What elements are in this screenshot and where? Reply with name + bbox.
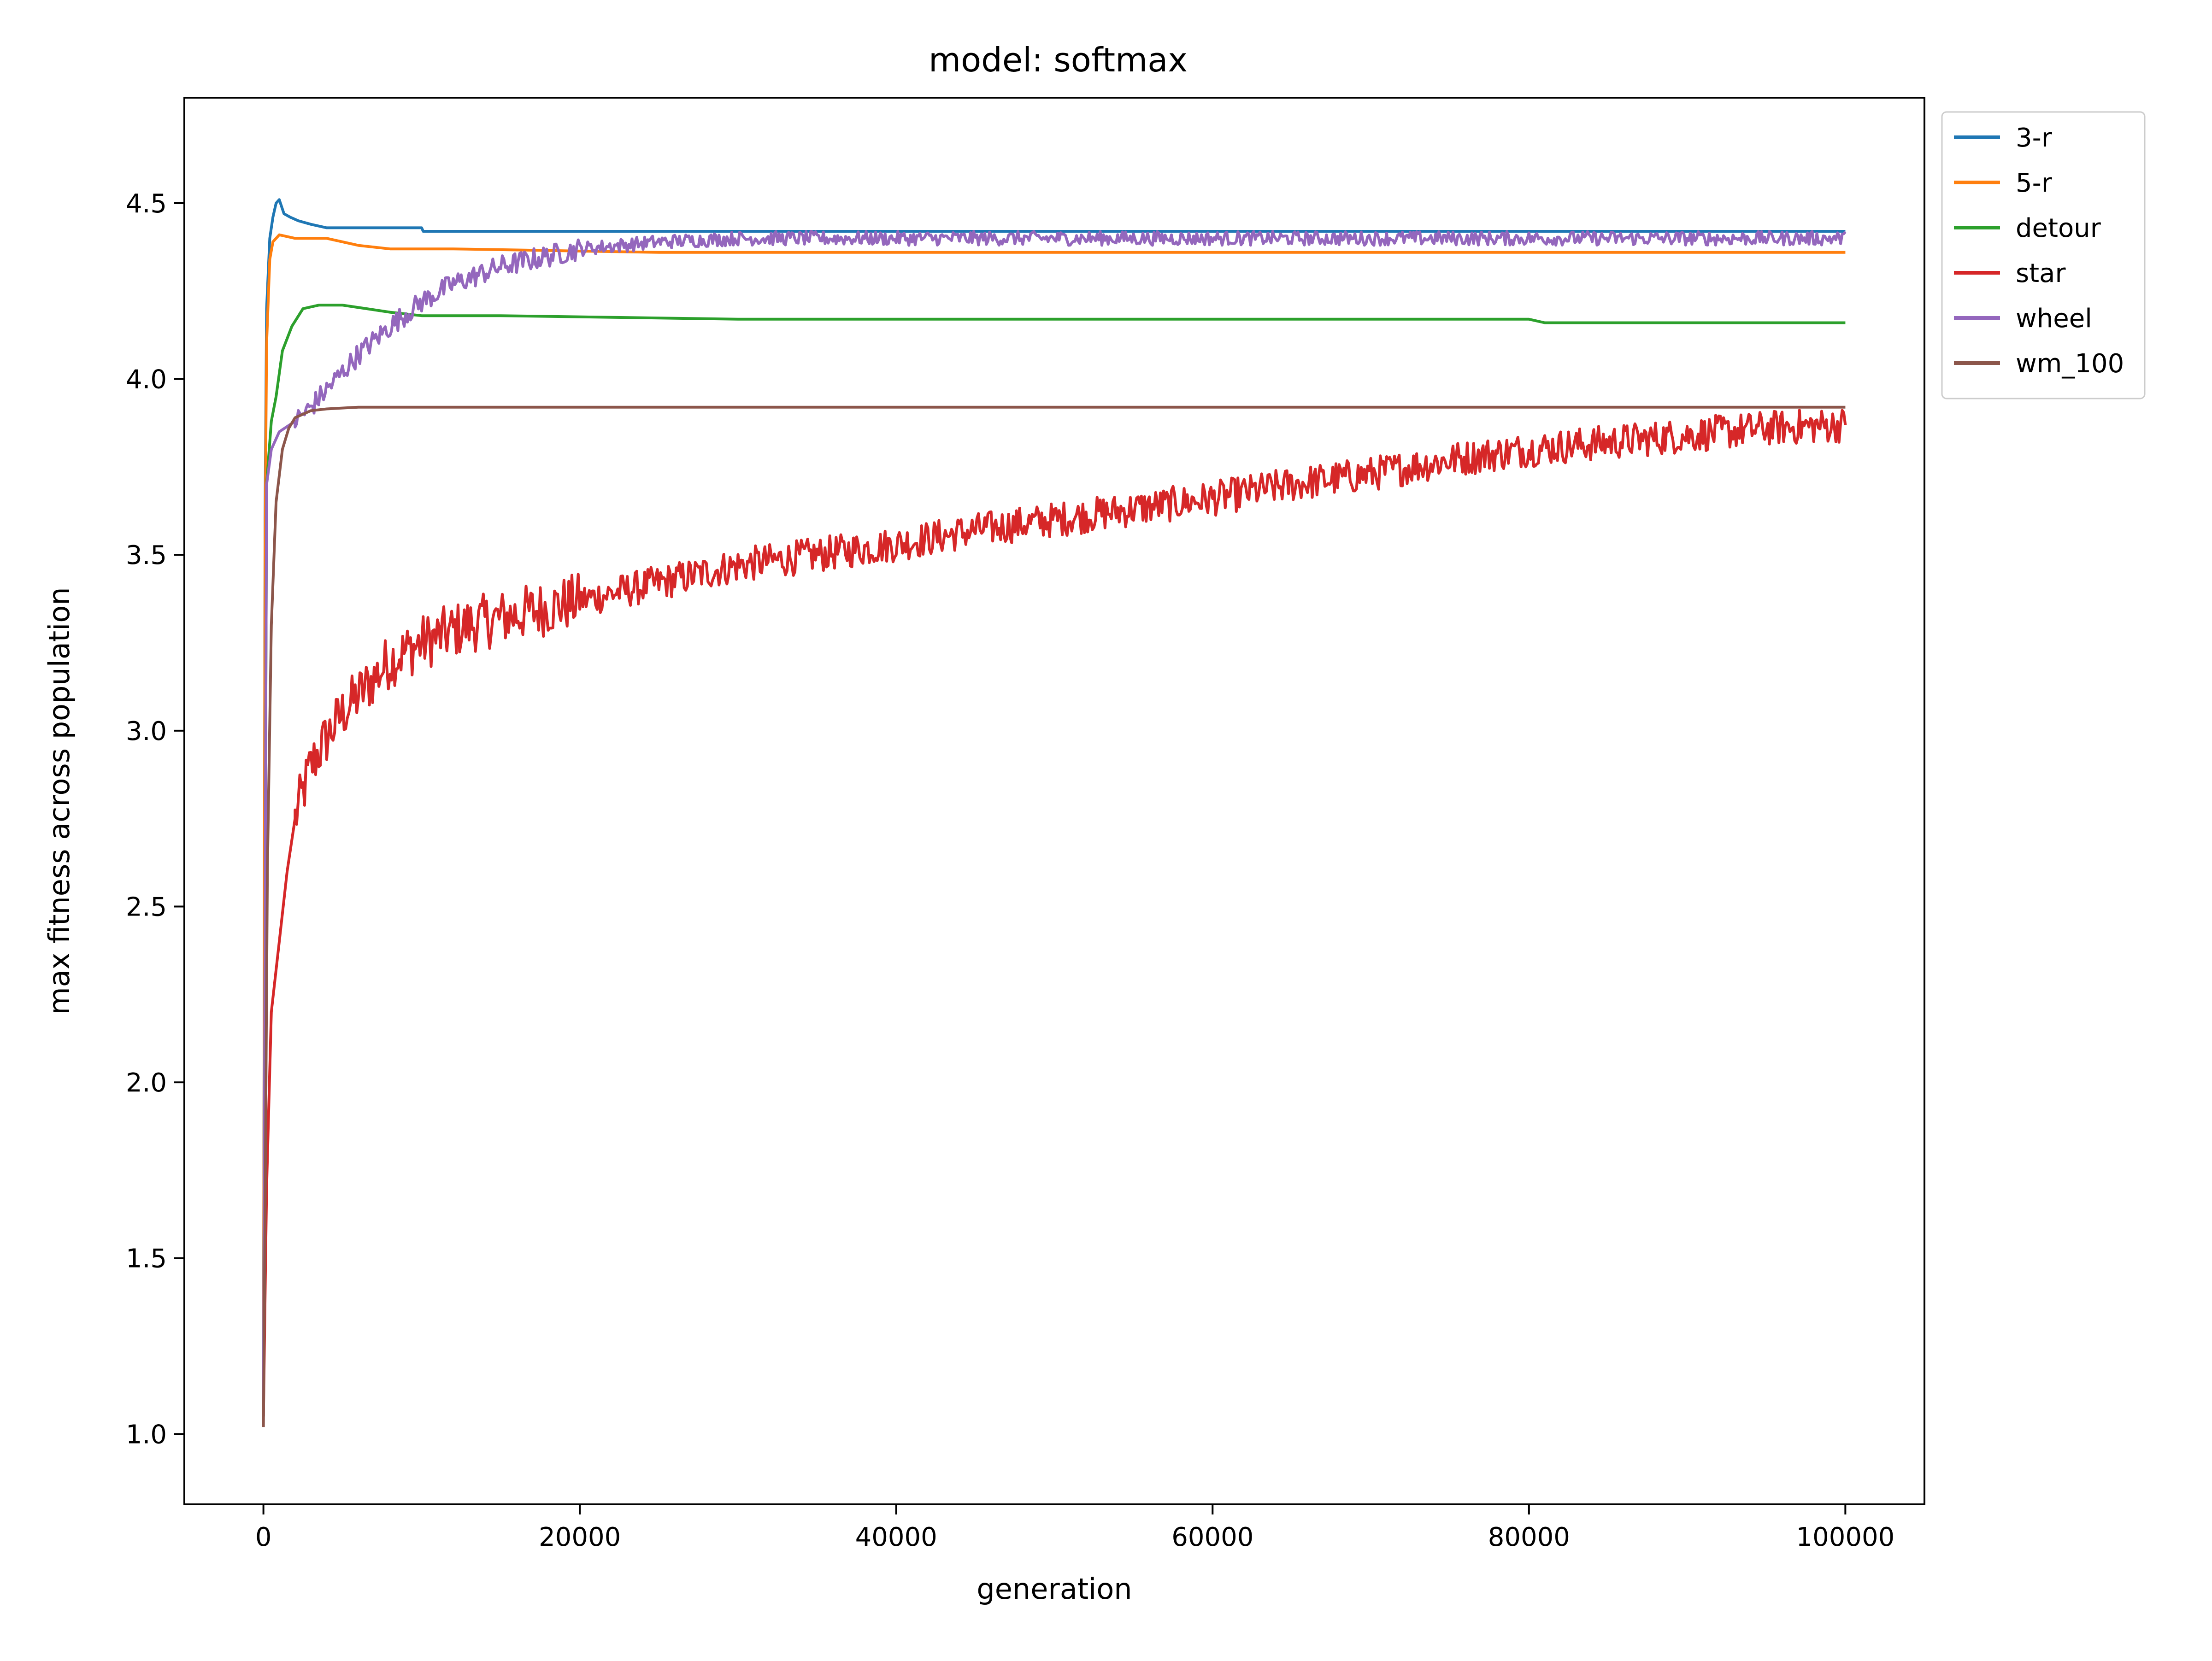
legend-label: star	[2016, 258, 2066, 288]
legend-item[interactable]: wm_100	[1954, 349, 2124, 379]
legend-label: 5-r	[2016, 168, 2053, 198]
legend-label: detour	[2016, 213, 2101, 243]
series-line-5-r	[262, 233, 1846, 1417]
y-tick-label: 1.5	[126, 1244, 167, 1274]
legend-label: wheel	[2016, 304, 2092, 334]
x-tick-label: 0	[255, 1522, 272, 1552]
plot-frame	[183, 97, 1925, 1505]
legend-label: wm_100	[2016, 349, 2124, 379]
x-tick-label: 20000	[539, 1522, 621, 1552]
legend-item[interactable]: 3-r	[1954, 123, 2053, 153]
y-tick-label: 4.5	[126, 189, 167, 219]
y-tick-label: 1.0	[126, 1420, 167, 1450]
y-tick-label: 2.0	[126, 1068, 167, 1098]
legend-item[interactable]: wheel	[1954, 304, 2092, 334]
y-axis: 1.0 1.5 2.0 2.5 3.0 3.5 4.0 4.5	[126, 189, 184, 1450]
x-tick-label: 80000	[1488, 1522, 1570, 1552]
series-line-star	[262, 409, 1847, 1417]
series-line-wheel	[262, 230, 1847, 1417]
x-tick-label: 60000	[1171, 1522, 1253, 1552]
series-layer	[262, 198, 1847, 1427]
series-line-detour	[262, 304, 1846, 1417]
x-axis: 0 20000 40000 60000 80000 100000	[255, 1504, 1894, 1552]
x-tick-label: 40000	[855, 1522, 937, 1552]
legend-item[interactable]: star	[1954, 258, 2066, 288]
y-tick-label: 4.0	[126, 365, 167, 395]
legend-label: 3-r	[2016, 123, 2053, 153]
y-tick-label: 3.0	[126, 716, 167, 746]
chart-title: model: softmax	[929, 41, 1188, 79]
legend-item[interactable]: detour	[1954, 213, 2101, 243]
legend[interactable]: 3-r 5-r detour star wheel wm_100	[1941, 111, 2146, 399]
legend-item[interactable]: 5-r	[1954, 168, 2053, 198]
x-axis-label: generation	[977, 1572, 1132, 1606]
y-axis-label: max fitness across population	[42, 587, 76, 1015]
y-tick-label: 2.5	[126, 892, 167, 922]
x-tick-label: 100000	[1796, 1522, 1894, 1552]
series-line-wm-100	[262, 405, 1846, 1427]
y-tick-label: 3.5	[126, 540, 167, 570]
